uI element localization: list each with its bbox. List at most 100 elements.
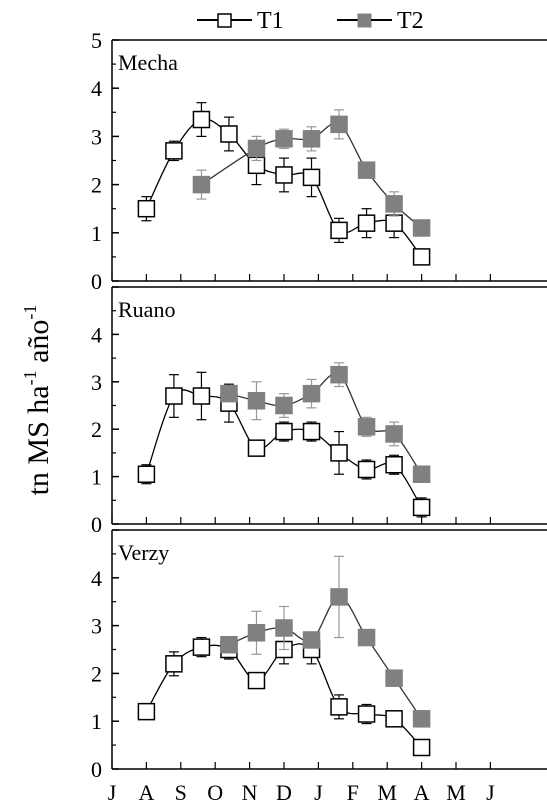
data-point <box>302 130 321 148</box>
data-point <box>302 168 321 187</box>
data-point <box>137 702 156 721</box>
panel-title: Mecha <box>118 50 178 75</box>
data-point <box>275 166 293 184</box>
series-t2 <box>220 362 431 483</box>
data-point <box>247 671 266 690</box>
data-point <box>275 396 293 415</box>
y-tick-label: 3 <box>91 370 102 395</box>
data-point <box>137 199 156 218</box>
data-point <box>192 638 211 656</box>
data-point <box>357 418 376 436</box>
legend-t1-marker <box>217 13 232 28</box>
x-tick-label: M <box>377 780 397 805</box>
data-point <box>357 628 376 647</box>
y-tick-label: 0 <box>91 757 102 782</box>
data-point <box>302 631 321 649</box>
chart-panels: 0 1 2 3 4 5 Mecha 0 1 2 3 4 Ruano 0 1 2 3 4 Verzy <box>91 28 547 782</box>
legend: T1 T2 <box>197 8 424 34</box>
data-point <box>275 619 293 637</box>
y-tick-label: 1 <box>91 709 102 734</box>
data-point <box>247 392 266 410</box>
y-tick-label: 4 <box>91 322 102 347</box>
y-tick-label: 1 <box>91 465 102 490</box>
data-point <box>275 130 293 148</box>
data-point <box>192 175 211 194</box>
data-point <box>385 214 403 232</box>
data-point <box>385 669 403 687</box>
data-point <box>275 422 293 441</box>
data-point <box>330 588 348 606</box>
x-tick-label: F <box>347 780 359 805</box>
series-t1 <box>137 102 431 266</box>
legend-t2-label: T2 <box>397 8 424 34</box>
y-tick-label: 2 <box>91 417 102 442</box>
data-point <box>385 710 403 728</box>
data-point <box>357 214 376 232</box>
data-point <box>165 655 183 673</box>
x-tick-label: J <box>108 780 117 805</box>
y-tick-label: 2 <box>91 661 102 686</box>
data-point <box>330 698 348 716</box>
data-point <box>220 635 238 654</box>
data-point <box>385 456 403 474</box>
x-tick-label: O <box>207 780 223 805</box>
panel-ruano: 0 1 2 3 4 Ruano <box>91 286 547 537</box>
data-point <box>165 142 183 160</box>
panel-verzy: 0 1 2 3 4 Verzy <box>91 529 547 782</box>
legend-t2-marker <box>357 13 372 28</box>
data-point <box>412 219 431 237</box>
data-point <box>137 465 156 483</box>
data-point <box>220 384 238 403</box>
x-tick-label: J <box>314 780 323 805</box>
data-point <box>192 110 211 129</box>
x-tick-label: D <box>276 780 292 805</box>
data-point <box>357 161 376 179</box>
data-point <box>412 738 431 757</box>
data-point <box>385 425 403 443</box>
y-tick-label: 3 <box>91 124 102 149</box>
x-tick-label: S <box>175 780 187 805</box>
y-tick-label: 4 <box>91 76 102 101</box>
data-point <box>412 465 431 483</box>
series-t2 <box>192 109 431 237</box>
y-tick-label: 5 <box>91 28 102 53</box>
series-line <box>228 596 423 720</box>
data-point <box>165 387 183 405</box>
data-point <box>385 195 403 213</box>
legend-t1-label: T1 <box>257 8 284 34</box>
data-point <box>192 387 211 405</box>
data-point <box>247 439 266 457</box>
data-point <box>220 125 238 143</box>
data-point <box>357 705 376 723</box>
data-point <box>330 115 348 134</box>
data-point <box>302 384 321 403</box>
x-tick-label: A <box>138 780 154 805</box>
series-t1 <box>137 634 431 757</box>
y-tick-label: 3 <box>91 614 102 639</box>
x-tick-label: M <box>446 780 466 805</box>
series-t1 <box>137 371 431 518</box>
series-t2 <box>220 555 431 728</box>
panel-title: Ruano <box>118 297 175 322</box>
data-point <box>412 710 431 728</box>
panel-title: Verzy <box>118 540 169 565</box>
y-axis-title: tn MS ha-1 año-1 <box>20 305 55 496</box>
data-point <box>247 139 266 158</box>
y-tick-label: 0 <box>91 512 102 537</box>
y-tick-label: 0 <box>91 269 102 294</box>
x-tick-label: J <box>486 780 495 805</box>
panel-mecha: 0 1 2 3 4 5 Mecha <box>91 28 547 294</box>
data-point <box>412 498 431 517</box>
data-point <box>330 365 348 384</box>
data-point <box>330 444 348 462</box>
data-point <box>357 460 376 479</box>
data-point <box>412 248 431 266</box>
x-tick-label: N <box>242 780 258 805</box>
y-tick-label: 2 <box>91 173 102 198</box>
y-tick-label: 4 <box>91 566 102 591</box>
data-point <box>330 221 348 240</box>
data-point <box>302 422 321 441</box>
y-tick-label: 1 <box>91 221 102 246</box>
